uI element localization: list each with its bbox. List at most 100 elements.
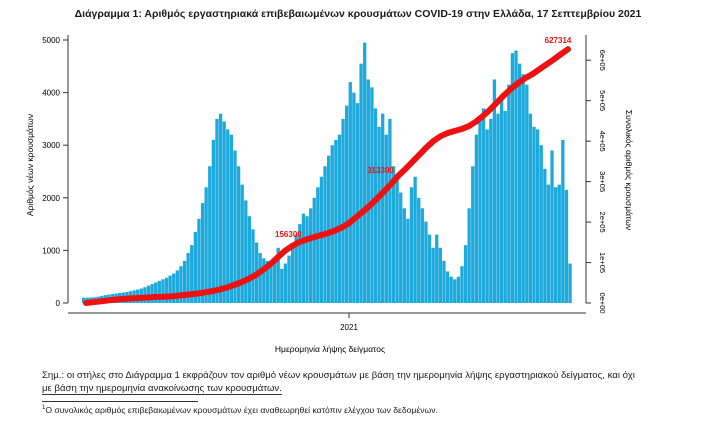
bar: [82, 297, 86, 303]
bar: [481, 108, 486, 303]
bar: [154, 282, 158, 303]
bar: [370, 87, 374, 303]
bar: [157, 280, 161, 303]
bar: [240, 184, 244, 303]
y2-tick-label: 1e+05: [598, 252, 607, 273]
footnote-rule: [42, 401, 198, 402]
bar: [182, 260, 187, 303]
bar: [290, 245, 295, 303]
bar: [474, 134, 479, 303]
bar: [381, 113, 385, 303]
bar: [204, 187, 208, 303]
bar: [399, 192, 403, 303]
bar: [247, 216, 252, 303]
chart-title: Διάγραμμα 1: Αριθμός εργαστηριακά επιβεβ…: [74, 8, 642, 20]
bar: [442, 260, 446, 303]
bar: [215, 118, 219, 304]
bar: [564, 189, 569, 303]
bar: [406, 218, 410, 303]
annotation-label: 627314: [545, 36, 572, 45]
bar: [467, 208, 471, 303]
note: Σημ.: οι στήλες στο Διάγραμμα 1 εκφράζου…: [42, 369, 682, 395]
y-tick-label: 4000: [42, 89, 60, 98]
bar: [352, 92, 356, 303]
bar: [373, 108, 378, 303]
bar: [525, 84, 529, 304]
bar: [222, 121, 226, 303]
bar: [312, 197, 316, 303]
bar: [478, 118, 482, 304]
bar: [200, 203, 205, 303]
x-axis-label: Ημερομηνία λήψης δείγματος: [275, 344, 385, 354]
y2-tick-label: 3e+05: [598, 171, 607, 192]
bar: [535, 129, 540, 303]
bar: [359, 63, 363, 303]
bar: [489, 118, 493, 304]
bar: [366, 79, 370, 303]
bar: [283, 263, 288, 303]
bar: [208, 166, 212, 303]
bar: [499, 95, 504, 303]
bar: [179, 266, 183, 303]
y-ticks: 0 1000 2000 3000 4000 5000: [42, 36, 68, 308]
bar: [456, 276, 461, 303]
bars-group: [82, 42, 572, 304]
bar: [233, 150, 237, 303]
footnote-marker: 1: [42, 405, 46, 412]
bar: [568, 263, 572, 303]
bar: [193, 231, 197, 303]
bar: [420, 208, 424, 303]
bar: [269, 263, 273, 303]
y-tick-label: 1000: [42, 246, 60, 255]
bar: [348, 82, 352, 303]
bar: [276, 247, 280, 303]
bar: [532, 126, 536, 303]
y-tick-label: 3000: [42, 141, 60, 150]
bar: [377, 126, 381, 303]
bar: [391, 166, 396, 303]
bar: [471, 166, 475, 303]
bar: [262, 258, 266, 303]
y-tick-label: 2000: [42, 194, 60, 203]
bar: [485, 129, 489, 303]
bar: [445, 271, 450, 303]
bar: [417, 197, 421, 303]
bar: [514, 50, 518, 303]
y-axis-label: Αριθμός νέων κρουσμάτων: [25, 114, 35, 216]
bar: [190, 245, 194, 303]
annotation-label: 313300: [367, 166, 394, 175]
bar: [211, 139, 216, 303]
bar: [244, 200, 248, 303]
bar: [424, 221, 428, 303]
bar: [528, 113, 533, 303]
bar: [546, 184, 551, 303]
bar: [435, 234, 439, 303]
bar: [305, 216, 309, 303]
bar: [496, 113, 500, 303]
footnote: 1Ο συνολικός αριθμός επιβεβαιωμένων κρου…: [42, 405, 438, 415]
bar: [319, 176, 324, 303]
bar: [301, 213, 306, 303]
bar: [345, 105, 349, 303]
bar: [251, 229, 255, 303]
bar: [172, 273, 176, 303]
bar: [334, 139, 338, 303]
bar: [561, 139, 565, 303]
y2-tick-label: 2e+05: [598, 212, 607, 233]
bar: [258, 253, 262, 303]
bar: [229, 134, 234, 303]
bar: [543, 168, 547, 303]
bar: [521, 74, 525, 303]
bar: [384, 134, 388, 303]
bar: [413, 176, 417, 303]
bar: [553, 187, 558, 303]
bar: [438, 247, 442, 303]
bar: [197, 218, 201, 303]
bar: [388, 118, 392, 304]
bar: [550, 150, 554, 303]
bar: [287, 255, 291, 303]
bar: [161, 279, 165, 303]
y2-tick-label: 0e+00: [598, 292, 607, 313]
bar: [316, 187, 320, 303]
cumulative-line: [83, 46, 571, 306]
